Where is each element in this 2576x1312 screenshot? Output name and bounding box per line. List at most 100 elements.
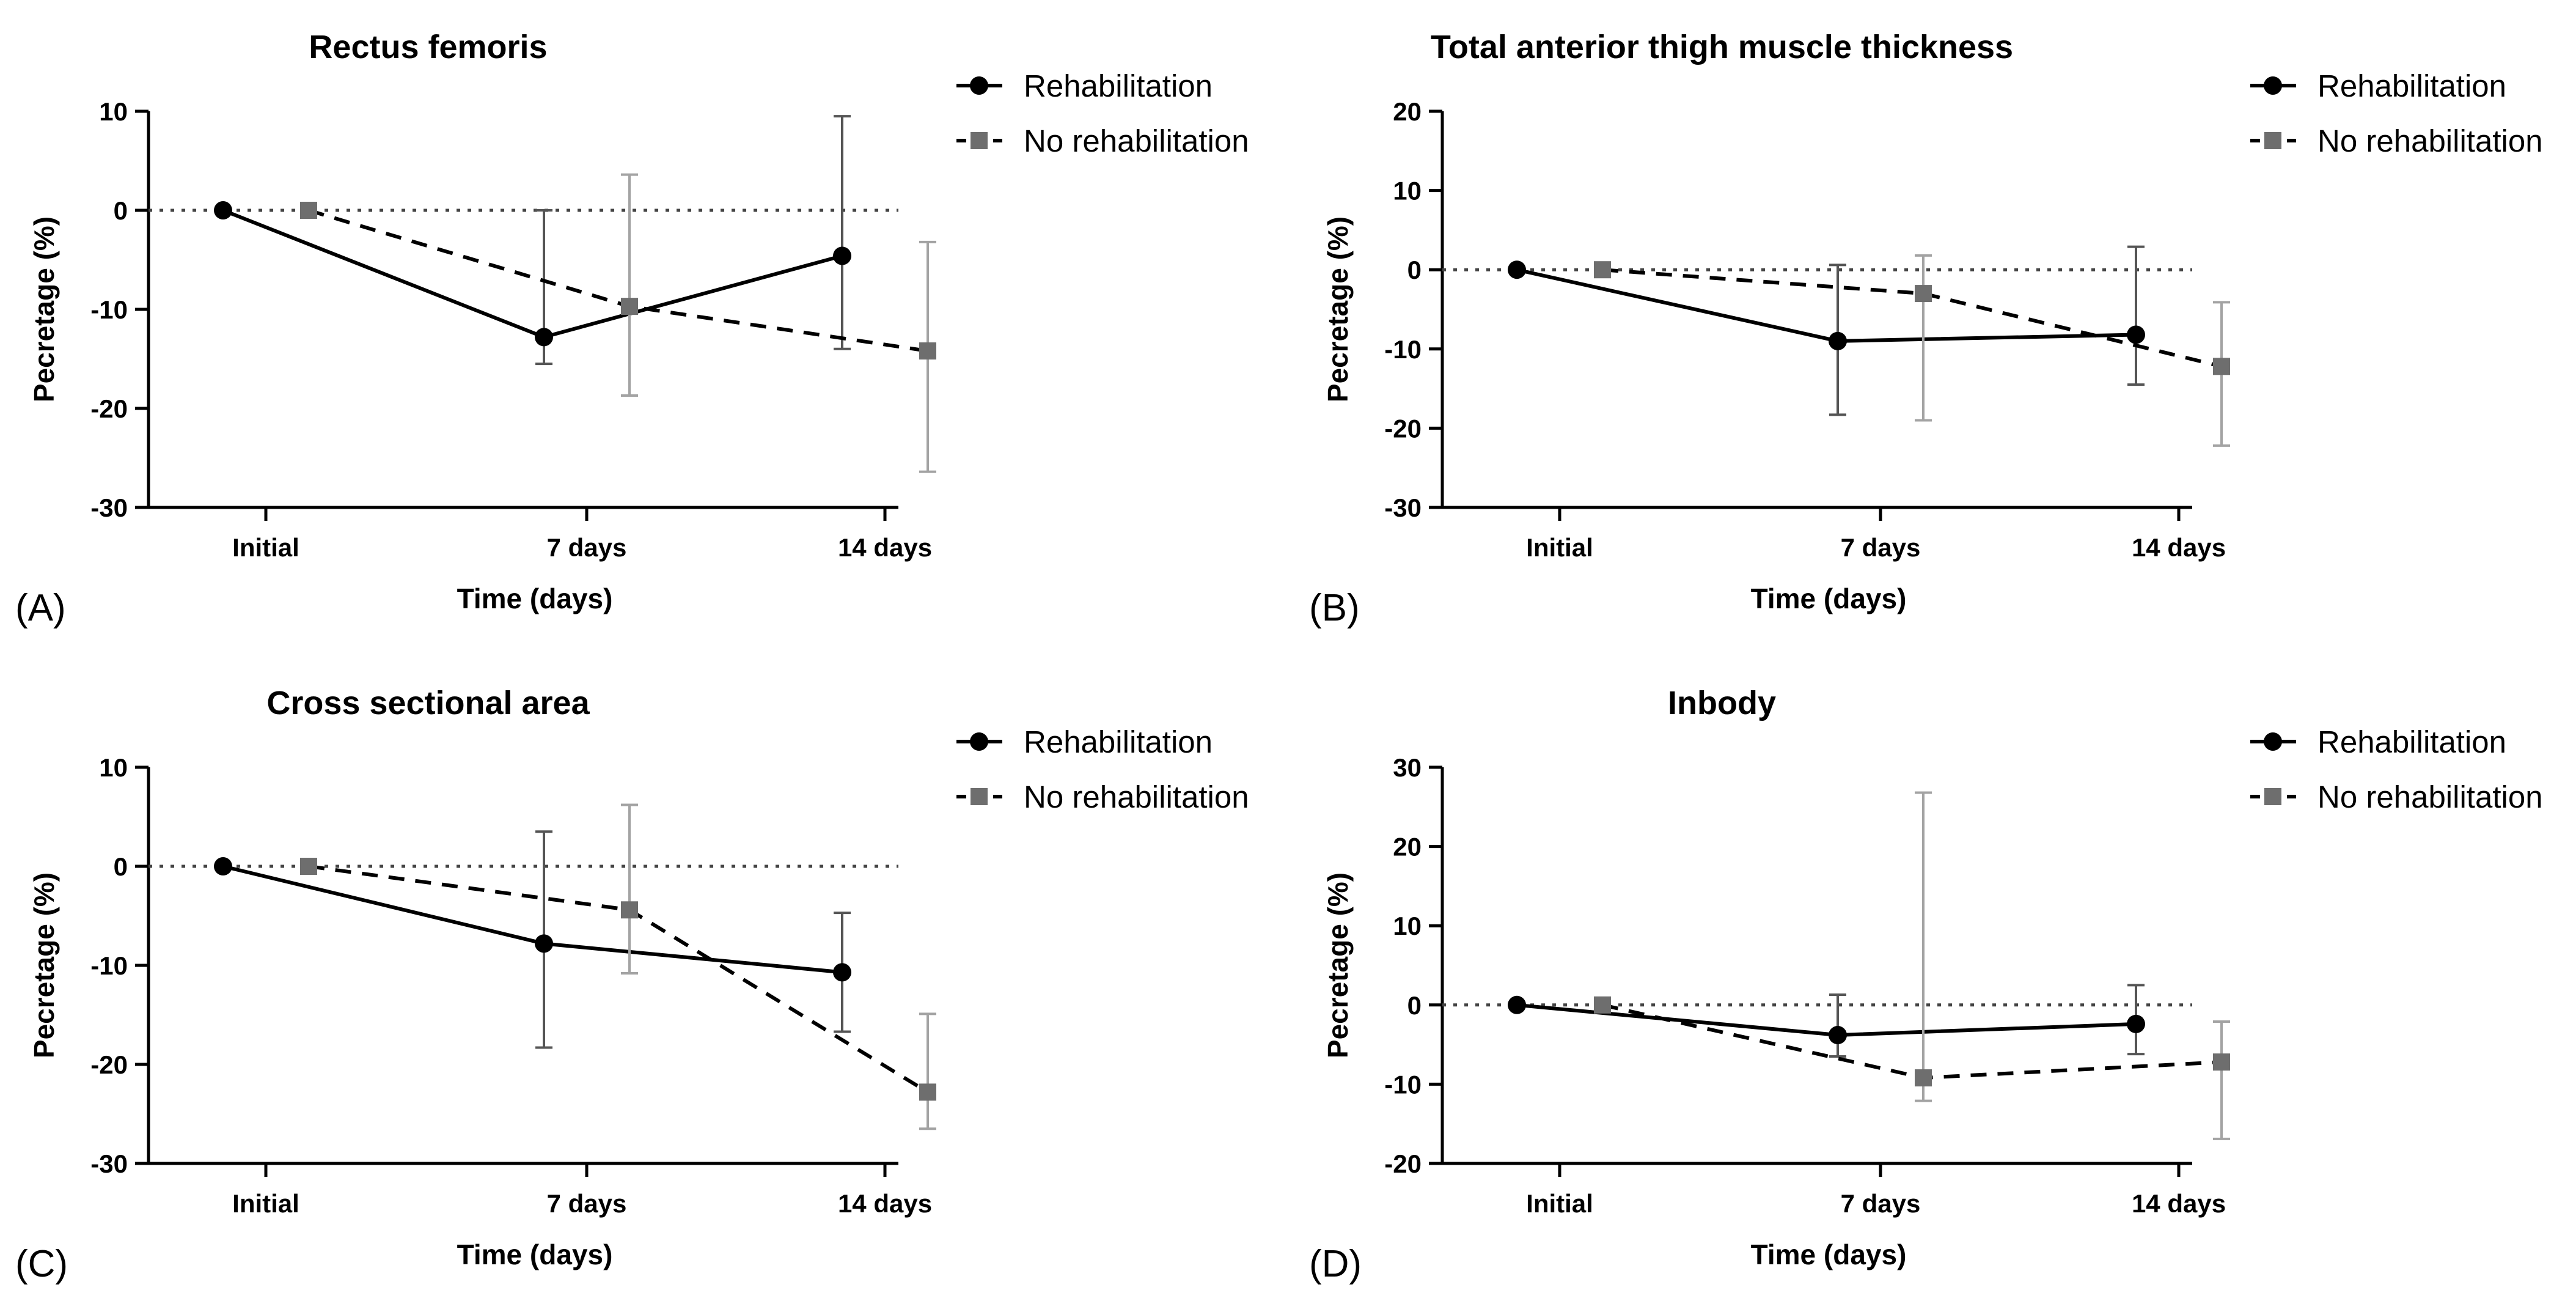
- y-tick-label: 10: [1393, 177, 1422, 205]
- data-point-rehab: [1829, 1026, 1847, 1045]
- legend-marker-rehab: [2264, 732, 2282, 751]
- y-tick-label: -20: [1384, 1149, 1422, 1178]
- data-point-rehab: [1508, 995, 1526, 1014]
- legend-label-no-rehab: No rehabilitation: [2317, 779, 2543, 814]
- legend-marker-no-rehab: [2264, 132, 2281, 149]
- y-axis-title: Pecretage (%): [28, 216, 60, 402]
- series-line: [1602, 268, 2222, 369]
- data-point-rehab: [833, 246, 851, 265]
- chart-title: Total anterior thigh muscle thickness: [1431, 29, 2013, 65]
- data-point-rehab: [1829, 331, 1847, 350]
- data-point-no-rehab: [1594, 996, 1611, 1014]
- x-tick-label: Initial: [1526, 533, 1593, 562]
- series-line: [1602, 1003, 2222, 1080]
- data-point-rehab: [214, 201, 232, 219]
- x-tick-label: 7 days: [1841, 1189, 1921, 1218]
- y-tick-label: 0: [114, 852, 128, 881]
- y-tick-label: 0: [114, 196, 128, 225]
- x-tick-label: 7 days: [547, 1189, 627, 1218]
- x-tick-label: 14 days: [2132, 1189, 2226, 1218]
- y-tick-label: -20: [90, 394, 128, 423]
- data-point-no-rehab: [1594, 261, 1611, 279]
- data-point-rehab: [535, 934, 553, 953]
- x-tick-label: 7 days: [1841, 533, 1921, 562]
- legend-marker-rehab: [970, 76, 988, 95]
- data-point-rehab: [2127, 325, 2145, 344]
- y-tick-label: -20: [1384, 414, 1422, 443]
- legend-label-rehab: Rehabilitation: [2317, 724, 2506, 759]
- x-tick-label: Initial: [232, 533, 299, 562]
- data-point-rehab: [214, 857, 232, 875]
- x-axis-title: Time (days): [457, 583, 613, 614]
- legend-label-rehab: Rehabilitation: [2317, 68, 2506, 103]
- data-point-no-rehab: [1915, 285, 1932, 303]
- series-line: [222, 864, 843, 975]
- legend-marker-no-rehab: [971, 132, 988, 149]
- y-tick-label: -10: [90, 951, 128, 980]
- legend-label-no-rehab: No rehabilitation: [1024, 123, 1249, 158]
- y-tick-label: 30: [1393, 753, 1422, 782]
- chart-title: Rectus femoris: [309, 29, 547, 65]
- data-point-no-rehab: [919, 1083, 936, 1101]
- series-line: [308, 864, 929, 1094]
- data-point-no-rehab: [621, 901, 638, 919]
- legend-label-rehab: Rehabilitation: [1024, 724, 1213, 759]
- y-axis-title: Pecretage (%): [28, 872, 60, 1058]
- x-tick-label: Initial: [232, 1189, 299, 1218]
- x-axis-title: Time (days): [1751, 1239, 1907, 1270]
- y-tick-label: -20: [90, 1050, 128, 1079]
- legend-label-no-rehab: No rehabilitation: [2317, 123, 2543, 158]
- legend-marker-no-rehab: [2264, 788, 2281, 805]
- panel-label: (C): [15, 1243, 68, 1285]
- chart-panel-1: Rectus femoris 10 0 -10 -20 -30 Initial 7 days 1…: [15, 29, 1249, 629]
- chart-panel-4: Inbody 30 20 10 0 -10 -20 Initial 7 days 14 days T…: [1309, 685, 2543, 1285]
- data-point-rehab: [1508, 260, 1526, 279]
- panel-label: (D): [1309, 1243, 1362, 1285]
- x-tick-label: 14 days: [838, 533, 932, 562]
- data-point-no-rehab: [2213, 358, 2230, 375]
- data-point-rehab: [535, 328, 553, 347]
- y-tick-label: 10: [99, 753, 128, 782]
- x-tick-label: 14 days: [838, 1189, 932, 1218]
- legend-marker-rehab: [2264, 76, 2282, 95]
- chart-panel-3: Cross sectional area 10 0 -10 -20 -30 Initial 7…: [15, 685, 1249, 1285]
- y-tick-label: -10: [1384, 1070, 1422, 1099]
- data-point-no-rehab: [1915, 1069, 1932, 1087]
- y-tick-label: -30: [1384, 493, 1422, 522]
- y-tick-label: -10: [1384, 335, 1422, 364]
- legend-marker-no-rehab: [971, 788, 988, 805]
- y-tick-label: 0: [1407, 256, 1422, 284]
- y-axis-title: Pecretage (%): [1322, 216, 1354, 402]
- chart-title: Inbody: [1668, 685, 1776, 721]
- y-tick-label: 20: [1393, 97, 1422, 126]
- y-tick-label: 10: [99, 97, 128, 126]
- data-point-rehab: [833, 963, 851, 982]
- data-point-no-rehab: [919, 342, 936, 360]
- series-line: [1516, 268, 2137, 343]
- data-point-no-rehab: [300, 858, 317, 875]
- y-tick-label: 20: [1393, 833, 1422, 861]
- y-tick-label: 0: [1407, 991, 1422, 1020]
- y-tick-label: -30: [90, 493, 128, 522]
- data-point-no-rehab: [300, 202, 317, 219]
- panel-label: (A): [15, 587, 66, 629]
- series-line: [222, 208, 843, 339]
- data-point-no-rehab: [2213, 1053, 2230, 1071]
- y-tick-label: -10: [90, 295, 128, 324]
- chart-title: Cross sectional area: [266, 685, 590, 721]
- legend-label-rehab: Rehabilitation: [1024, 68, 1213, 103]
- x-tick-label: Initial: [1526, 1189, 1593, 1218]
- data-point-rehab: [2127, 1014, 2145, 1033]
- legend-label-no-rehab: No rehabilitation: [1024, 779, 1249, 814]
- chart-panel-2: Total anterior thigh muscle thickness 20 1…: [1309, 29, 2543, 629]
- legend-marker-rehab: [970, 732, 988, 751]
- y-tick-label: -30: [90, 1149, 128, 1178]
- x-axis-title: Time (days): [1751, 583, 1907, 614]
- panel-label: (B): [1309, 587, 1360, 629]
- data-point-no-rehab: [621, 298, 638, 315]
- x-tick-label: 14 days: [2132, 533, 2226, 562]
- y-axis-title: Pecretage (%): [1322, 872, 1354, 1058]
- x-tick-label: 7 days: [547, 533, 627, 562]
- x-axis-title: Time (days): [457, 1239, 613, 1270]
